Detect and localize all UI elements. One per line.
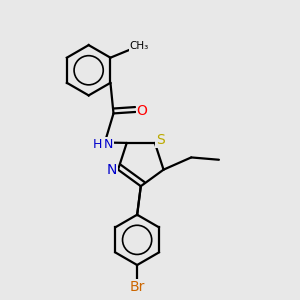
Text: CH₃: CH₃ bbox=[130, 41, 149, 51]
Text: Br: Br bbox=[129, 280, 145, 294]
Text: H: H bbox=[92, 138, 102, 151]
Text: S: S bbox=[156, 133, 165, 147]
Text: N: N bbox=[104, 138, 113, 151]
Text: O: O bbox=[137, 104, 148, 118]
Text: N: N bbox=[107, 163, 117, 177]
